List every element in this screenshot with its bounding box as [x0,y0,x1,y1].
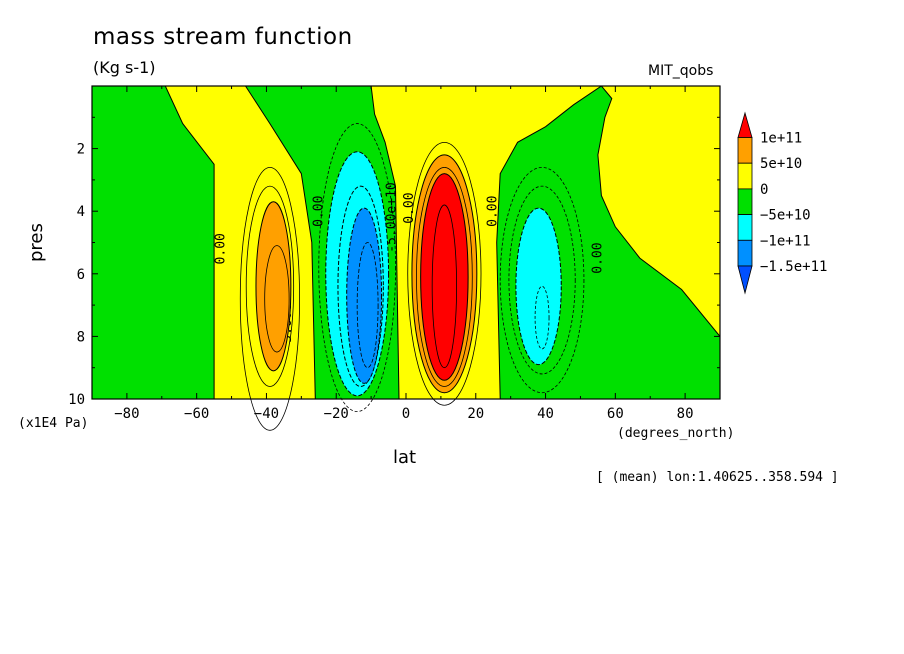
x-axis-ticks: −80 −60 −40 −20 0 20 40 60 80 [91,86,721,422]
northern-ferrel-contour-mid [508,185,576,375]
colorbar-swatch [737,214,753,241]
plot-area: 0.005.00e+100.00-1.50e+11-1.00e+11-5.00e… [92,86,720,399]
contour-label-11: 0.00 [590,242,605,273]
chart-title: mass stream function [93,24,353,50]
northern-ferrel-contour-inner [534,285,550,350]
y-axis-ticks: 2 4 6 8 10 [68,116,720,408]
y-tick-label: 4 [77,204,85,220]
northern-hadley-core [420,173,469,381]
northern-hadley-contour-mid [416,166,473,387]
contour-label-9: 0.00 [486,196,501,227]
contour-label-6: 0.00 [402,192,417,223]
colorbar-level-label: −1.5e+11 [760,259,827,275]
colorbar-level-label: 5e+10 [760,156,802,172]
y-tick-label: 2 [77,142,85,158]
colorbar-swatch [737,188,753,215]
x-tick-label: −60 [184,406,209,422]
southern-ferrel-contour-inner [264,245,290,353]
x-axis-unit: (degrees_north) [617,426,735,441]
colorbar-level-label: 1e+11 [760,131,802,147]
colorbar-swatch [737,137,753,164]
contour-label-2: 0.00 [311,196,326,227]
dataset-name: MIT_qobs [648,63,714,79]
x-tick-label: 80 [677,406,694,422]
averaging-footer: [ (mean) lon:1.40625..358.594 ] [596,470,839,485]
colorbar-swatch-top [737,111,753,138]
colorbar-swatch [737,162,753,190]
negative-region-south-pole [92,86,215,399]
northern-ferrel-contour-outer [499,166,585,394]
southern-ferrel-contour-mid [245,185,295,387]
x-tick-label: −20 [324,406,349,422]
southern-hadley-core [346,207,383,384]
x-tick-label: −80 [114,406,139,422]
x-tick-label: 60 [607,406,624,422]
y-tick-label: 6 [77,267,85,283]
x-tick-label: −40 [254,406,279,422]
southern-ferrel-contour-outer [239,166,300,431]
x-tick-label: 0 [402,406,410,422]
contour-label-5: -5.00e+10 [385,182,400,252]
y-tick-label: 8 [77,329,85,345]
colorbar-level-label: −5e+10 [760,208,811,224]
y-axis-unit: (x1E4 Pa) [18,416,89,431]
southern-ferrel-core [255,201,292,372]
colorbar-swatch [737,239,753,267]
x-tick-label: 40 [537,406,554,422]
x-tick-label: 20 [467,406,484,422]
northern-ferrel-core [515,207,562,366]
southern-hadley-contour-mid [337,185,384,387]
y-tick-label: 10 [68,392,85,408]
southern-hadley-contour-outer [318,123,396,412]
colorbar-level-label: −1e+11 [760,233,811,249]
colorbar-level-label: 0 [760,182,768,198]
northern-hadley-contour-outer [407,141,482,406]
contour-label-0: 0.00 [214,233,229,264]
colorbar-swatch-bottom [737,265,753,295]
southern-hadley-contour-inner [356,242,379,369]
x-axis-label: lat [393,447,417,468]
chart-units: (Kg s-1) [93,58,156,77]
colorbar: 1e+11 5e+10 0 −5e+10 −1e+11 −1.5e+11 [737,111,827,295]
northern-hadley-contour-inner [431,204,457,369]
